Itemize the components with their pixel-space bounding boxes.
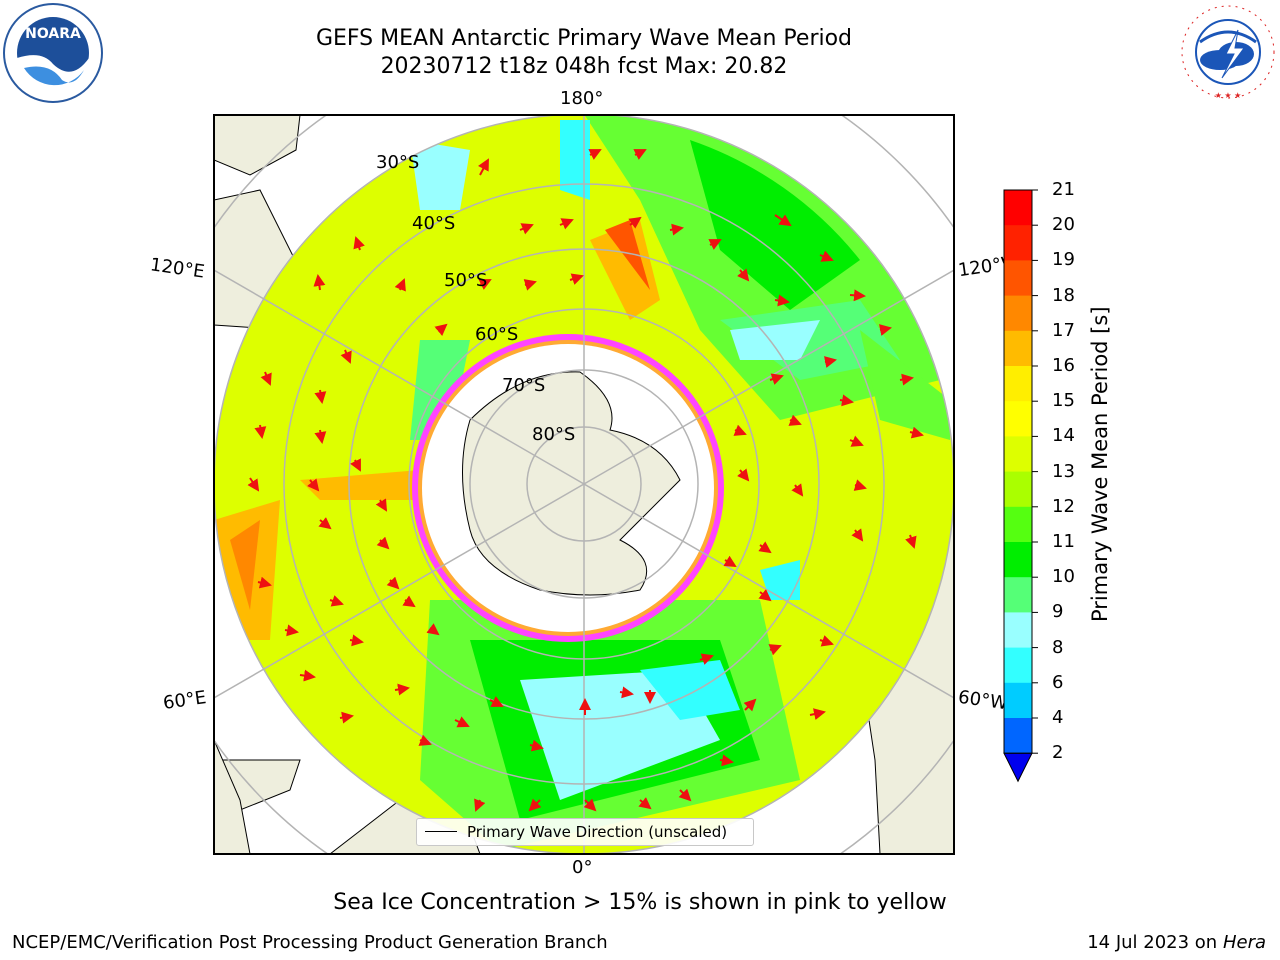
- colorbar-segment: [1004, 330, 1032, 367]
- map-legend: Primary Wave Direction (unscaled): [416, 818, 754, 846]
- chart-title: GEFS MEAN Antarctic Primary Wave Mean Pe…: [315, 26, 853, 51]
- legend-line-sample: [425, 831, 457, 832]
- wave-direction-arrows: [247, 149, 924, 812]
- colorbar-segment: [1004, 577, 1032, 613]
- nws-logo: ★ ★ ★: [1180, 4, 1276, 100]
- lat-label-70s: 70°S: [502, 375, 546, 396]
- colorbar-tick-label: 19: [1052, 249, 1075, 271]
- nws-logo-stars: ★ ★ ★: [1215, 91, 1242, 100]
- date-text: 14 Jul 2023 on: [1087, 932, 1218, 953]
- colorbar-segment: [1004, 542, 1032, 578]
- colorbar-tick-label: 2: [1052, 742, 1064, 764]
- colorbar-segment: [1004, 225, 1032, 261]
- colorbar-tick-label: 11: [1052, 531, 1075, 552]
- land-antarctica: [462, 371, 681, 596]
- chart-subtitle: 20230712 t18z 048h fcst Max: 20.82: [380, 54, 788, 79]
- colorbar-title: Primary Wave Mean Period [s]: [1088, 306, 1112, 622]
- colorbar-tick-label: 16: [1052, 355, 1075, 376]
- colorbar-tick-label: 14: [1052, 425, 1075, 447]
- lon-label-180: 180°: [560, 88, 604, 109]
- sea-ice-note: Sea Ice Concentration > 15% is shown in …: [333, 890, 947, 915]
- land-north-corner: [214, 739, 251, 854]
- credit-line: NCEP/EMC/Verification Post Processing Pr…: [12, 932, 608, 953]
- colorbar-segment: [1004, 718, 1032, 754]
- lat-label-80s: 80°S: [532, 424, 576, 445]
- noaa-logo: NOARA: [3, 3, 103, 103]
- colorbar-segment: [1004, 366, 1032, 402]
- colorbar-tick-label: 17: [1052, 319, 1075, 341]
- colorbar-segment: [1004, 647, 1032, 684]
- colorbar-segment: [1004, 436, 1032, 473]
- colorbar-segment: [1004, 295, 1032, 332]
- colorbar-tick-label: 4: [1052, 707, 1064, 728]
- lat-label-40s: 40°S: [412, 213, 456, 234]
- colorbar-tick-label: 6: [1052, 671, 1064, 693]
- land-new-zealand-region: [214, 115, 301, 176]
- colorbar-segment: [1004, 682, 1032, 719]
- lon-label-0: 0°: [572, 857, 593, 878]
- colorbar-tick-label: 9: [1052, 601, 1064, 623]
- lat-label-30s: 30°S: [376, 152, 420, 173]
- map-frame: [213, 114, 955, 855]
- colorbar-tick-label: 15: [1052, 390, 1075, 412]
- machine-name: Hera: [1222, 932, 1266, 953]
- colorbar-segment: [1004, 612, 1032, 649]
- colorbar-tick-label: 8: [1052, 636, 1064, 658]
- lat-label-50s: 50°S: [444, 270, 488, 291]
- date-line: 14 Jul 2023 on Hera: [1087, 932, 1266, 953]
- colorbar-segment: [1004, 190, 1032, 226]
- legend-label: Primary Wave Direction (unscaled): [467, 823, 728, 841]
- colorbar-segment: [1004, 401, 1032, 437]
- colorbar-tick-label: 10: [1052, 566, 1075, 588]
- colorbar-tick-label: 20: [1052, 214, 1075, 236]
- meridians: [214, 115, 954, 854]
- colorbar-segment: [1004, 260, 1032, 297]
- colorbar-tick-label: 18: [1052, 284, 1075, 306]
- lat-label-60s: 60°S: [475, 324, 519, 345]
- colorbar-tick-label: 21: [1052, 179, 1075, 200]
- colorbar: [1003, 189, 1038, 783]
- colorbar-tick-label: 13: [1052, 460, 1075, 482]
- colorbar-under-triangle: [1003, 752, 1033, 783]
- colorbar-tick-label: 12: [1052, 495, 1075, 517]
- colorbar-segment: [1004, 506, 1032, 543]
- colorbar-segment: [1004, 471, 1032, 508]
- noaa-logo-text: NOARA: [25, 26, 81, 42]
